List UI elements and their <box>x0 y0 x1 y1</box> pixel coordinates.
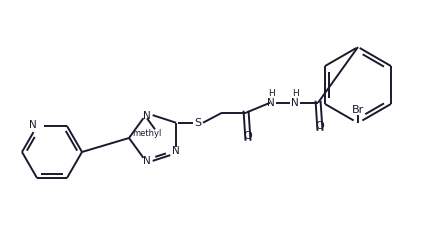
Text: H: H <box>267 89 274 98</box>
Text: O: O <box>244 131 253 141</box>
Text: N: N <box>143 156 151 166</box>
Text: methyl: methyl <box>132 129 162 138</box>
Text: N: N <box>172 146 180 156</box>
Text: S: S <box>194 118 201 128</box>
Text: Br: Br <box>352 105 364 115</box>
Text: H: H <box>291 89 298 98</box>
Text: N: N <box>267 98 275 108</box>
Text: N: N <box>291 98 299 108</box>
Text: N: N <box>143 111 151 121</box>
Text: O: O <box>316 121 324 131</box>
Text: N: N <box>29 120 37 130</box>
